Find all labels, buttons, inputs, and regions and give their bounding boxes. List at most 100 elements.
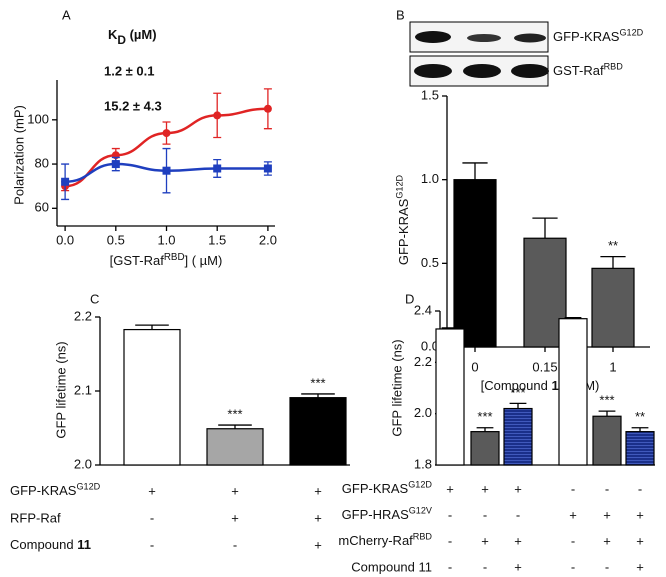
annotation-title-part: (µM)	[126, 27, 157, 42]
row-cell: +	[481, 481, 489, 496]
y-tick-label: 1.0	[421, 171, 439, 186]
row-cell: +	[636, 507, 644, 522]
blot-band	[511, 64, 549, 78]
row-cell: +	[314, 483, 322, 498]
row-label-part: GFP-KRAS	[10, 483, 77, 498]
error-bar	[532, 217, 558, 239]
blot	[409, 21, 549, 87]
bar	[453, 179, 497, 348]
point	[61, 177, 70, 186]
row-label-sup: G12V	[409, 506, 433, 516]
error-bar	[135, 324, 169, 330]
y-tick-label: 2.1	[74, 382, 92, 397]
panel-letter: B	[396, 7, 405, 22]
point	[263, 104, 272, 113]
y-axis-label: GFP-KRASG12D	[395, 174, 412, 265]
blot-label-part: GST-Raf	[553, 63, 604, 78]
y-tick-label: 2.2	[414, 354, 432, 369]
panel-letter: C	[90, 291, 99, 306]
y-tick-label: 2.4	[414, 302, 432, 317]
value-annotation: **	[635, 409, 645, 424]
row-cell: +	[514, 559, 522, 574]
y-tick-label: 1.8	[414, 456, 432, 471]
row-cell: +	[231, 510, 239, 525]
x-tick-label: 2.0	[259, 232, 277, 247]
point	[213, 111, 222, 120]
error-bar	[509, 402, 527, 409]
blot-label: GST-RafRBD	[553, 62, 623, 79]
value-annotation: ***	[477, 409, 492, 424]
annotation: 15.2 ± 4.3	[104, 98, 162, 113]
error-bar	[631, 427, 649, 432]
y-axis-label: GFP lifetime (ns)	[389, 339, 404, 436]
row-cell: -	[605, 481, 609, 496]
blot-label-sup: RBD	[604, 62, 624, 72]
row-cell: +	[314, 510, 322, 525]
error-bar	[218, 424, 252, 429]
bar	[503, 407, 533, 466]
row-cell: +	[148, 483, 156, 498]
x-tick-label: 0.0	[56, 232, 74, 247]
y-axis-label: Polarization (mP)	[11, 105, 26, 205]
x-tick-label: 1.5	[208, 232, 226, 247]
y-tick-label: 1.5	[421, 87, 439, 102]
error-bar	[600, 255, 626, 269]
row-cell: +	[481, 533, 489, 548]
blot-label: GFP-KRASG12D	[553, 28, 644, 45]
row-cell: -	[448, 533, 452, 548]
bar	[625, 431, 655, 466]
bar	[206, 428, 264, 466]
row-label: Compound 11	[10, 537, 91, 552]
bar	[470, 431, 500, 466]
bar	[558, 318, 588, 466]
row-label-part: GFP-KRAS	[342, 481, 409, 496]
point	[263, 164, 272, 173]
y-tick-label: 0.5	[421, 255, 439, 270]
row-label-sup: G12D	[408, 480, 432, 490]
row-cell: -	[150, 510, 154, 525]
y-tick-label: 2.0	[74, 456, 92, 471]
row-cell: -	[233, 537, 237, 552]
value-annotation: **	[608, 238, 618, 253]
row-cell: +	[514, 533, 522, 548]
x-tick-label: 0	[471, 359, 478, 374]
row-label-part: GFP-HRAS	[342, 507, 410, 522]
row-label-bold: 11	[77, 537, 91, 552]
row-label: RFP-Raf	[10, 510, 61, 525]
row-cell: -	[605, 559, 609, 574]
bar	[592, 415, 622, 466]
point	[111, 160, 120, 169]
row-cell: -	[150, 537, 154, 552]
row-cell: +	[446, 481, 454, 496]
row-cell: +	[636, 559, 644, 574]
row-label-sup: RBD	[413, 532, 433, 542]
row-cell: -	[571, 533, 575, 548]
y-axis-label-part: GFP-KRAS	[396, 198, 411, 265]
row-cell: -	[448, 559, 452, 574]
x-axis-label-part: [Compound	[481, 378, 552, 393]
row-cell: -	[483, 507, 487, 522]
panel-letter: A	[62, 7, 71, 22]
x-axis-label-sup: RBD	[164, 252, 185, 263]
blot-band	[514, 33, 546, 43]
point	[162, 129, 171, 138]
row-label: GFP-KRASG12D	[342, 480, 433, 497]
blot-band	[467, 34, 501, 42]
bar	[591, 267, 635, 348]
row-label-part: Compound	[10, 537, 77, 552]
x-tick-label: 0.15	[532, 359, 557, 374]
x-axis-label: [GST-RafRBD] ( µM)	[110, 252, 223, 269]
value-annotation: ***	[310, 375, 325, 390]
error-bar	[301, 393, 335, 398]
bar	[123, 328, 181, 466]
error-bar	[462, 162, 488, 180]
y-axis-label-sup: G12D	[395, 174, 405, 198]
row-label-sup: G12D	[76, 482, 100, 492]
error-bar	[476, 427, 494, 432]
bar	[435, 328, 465, 466]
y-tick-label: 2.2	[74, 308, 92, 323]
row-cell: -	[516, 507, 520, 522]
row-label: GFP-KRASG12D	[10, 482, 101, 499]
row-cell: +	[603, 507, 611, 522]
